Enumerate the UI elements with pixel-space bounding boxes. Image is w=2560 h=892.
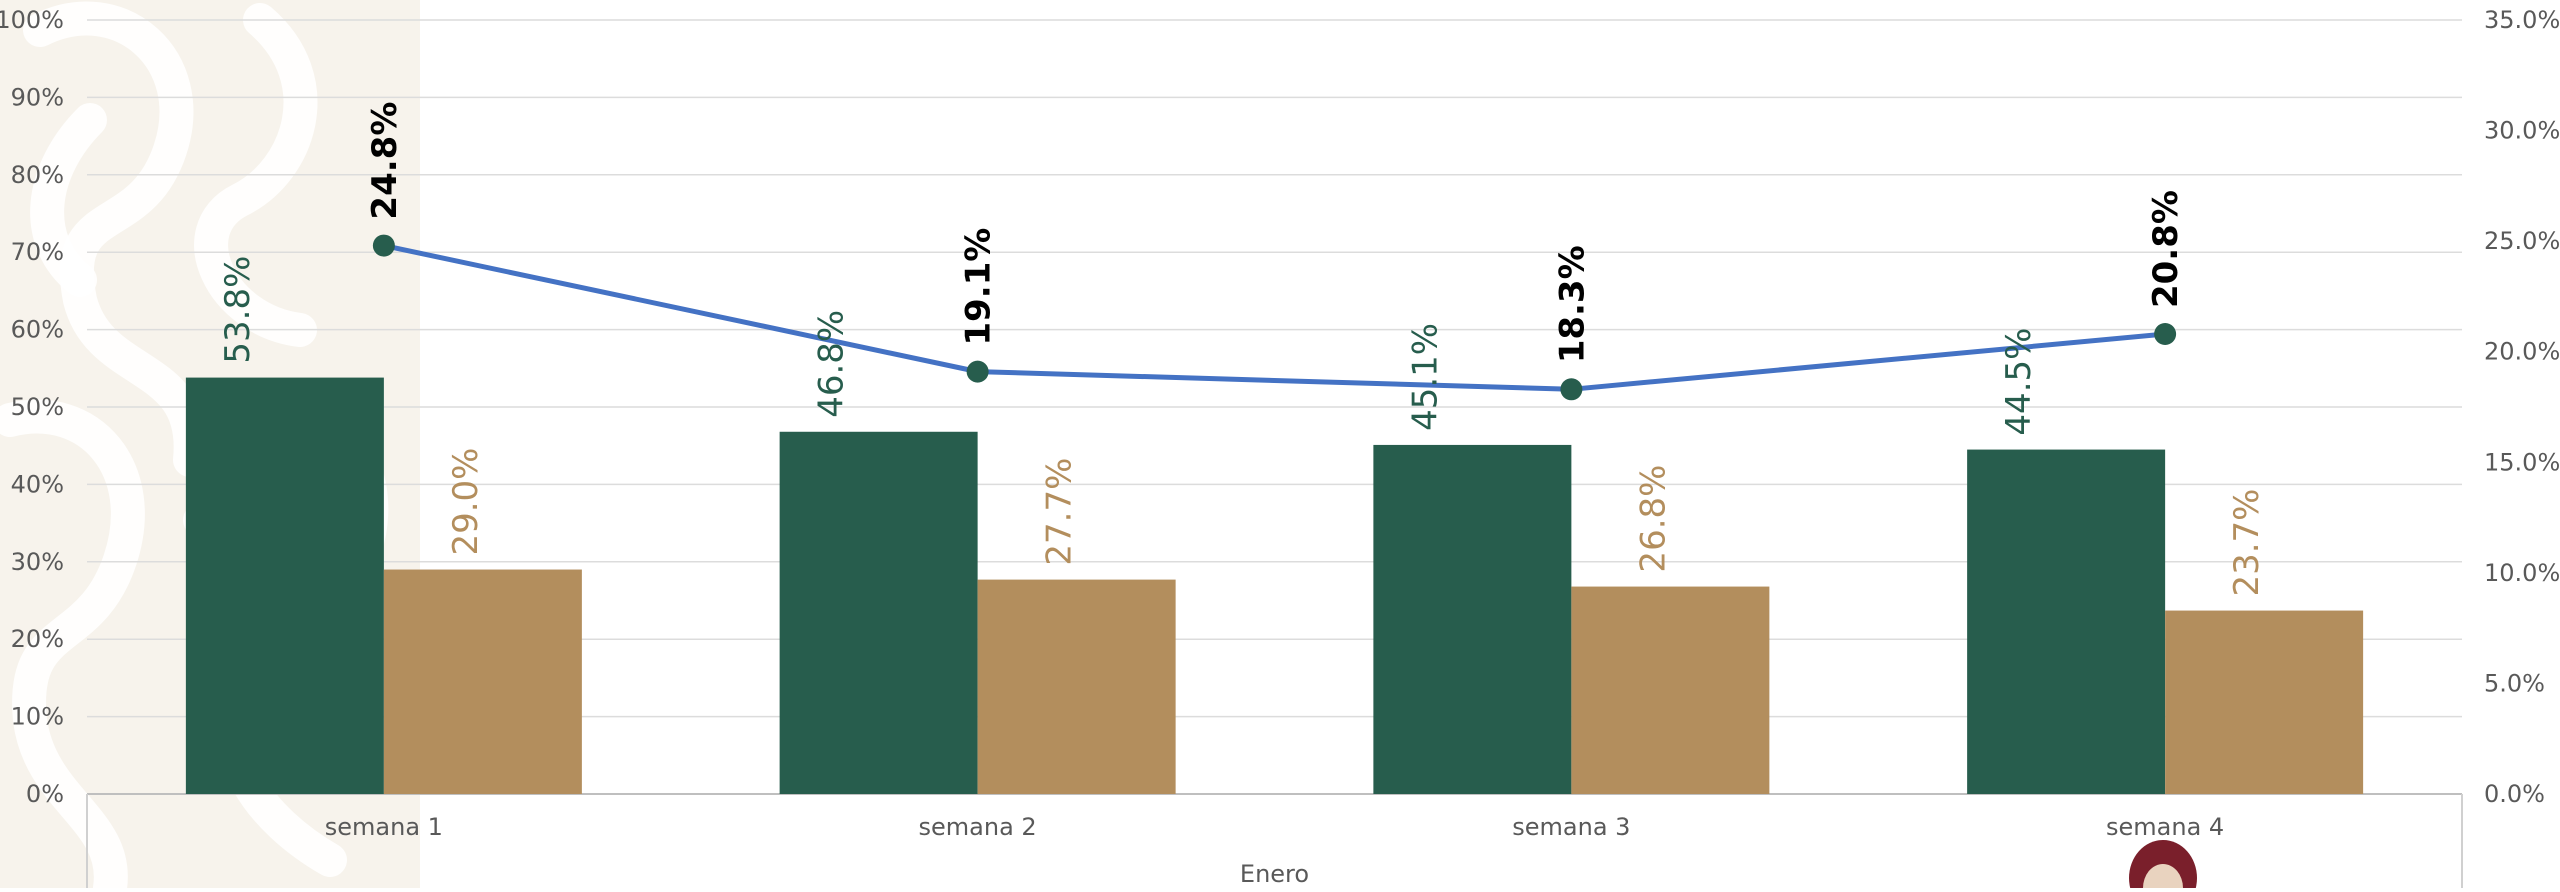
bar-series-1 bbox=[185, 377, 384, 794]
data-labels: 53.8% 29.0% 46.8% 27.7% 45.1% 26.8% 44.5% 23.7%… bbox=[218, 102, 2267, 597]
line-marker bbox=[966, 360, 989, 383]
y-right-tick-label: 10.0% bbox=[2484, 559, 2560, 587]
portrait-figure bbox=[2129, 840, 2197, 892]
y-left-tick-label: 30% bbox=[11, 548, 64, 576]
bar-data-label: 53.8% bbox=[218, 256, 258, 364]
category-label: semana 1 bbox=[325, 813, 443, 841]
pattern-stroke bbox=[23, 1, 208, 477]
y-right-tick-label: 0.0% bbox=[2484, 780, 2545, 808]
bar-data-label: 44.5% bbox=[1999, 328, 2039, 436]
y-right-tick-label: 35.0% bbox=[2484, 6, 2560, 34]
bar-series-1 bbox=[1373, 444, 1572, 794]
pattern-stroke bbox=[0, 399, 145, 892]
y-right-tick-label: 5.0% bbox=[2484, 669, 2545, 697]
axes: 0% 10% 20% 30% 40% 50% 60% 70% 80% 90% 100% 0.0% 5.0… bbox=[0, 6, 2560, 808]
y-right-tick-label: 15.0% bbox=[2484, 448, 2560, 476]
category-label: semana 4 bbox=[2106, 813, 2224, 841]
line-series bbox=[372, 234, 2177, 401]
y-left-tick-label: 70% bbox=[11, 238, 64, 266]
line-data-label: 18.3% bbox=[1552, 245, 1592, 363]
line-data-label: 24.8% bbox=[365, 102, 405, 220]
portrait-face bbox=[2143, 864, 2183, 892]
y-left-tick-label: 0% bbox=[26, 780, 64, 808]
bars bbox=[185, 377, 2364, 794]
bar-data-label: 46.8% bbox=[812, 310, 852, 418]
category-labels: semana 1 semana 2 semana 3 semana 4 Enero bbox=[86, 794, 2463, 888]
bar-series-2 bbox=[2165, 610, 2364, 794]
line-data-label: 20.8% bbox=[2146, 190, 2186, 308]
y-left-tick-label: 80% bbox=[11, 161, 64, 189]
y-right-tick-label: 20.0% bbox=[2484, 338, 2560, 366]
y-right-tick-label: 25.0% bbox=[2484, 227, 2560, 255]
y-left-tick-label: 40% bbox=[11, 470, 64, 498]
category-label: semana 2 bbox=[919, 813, 1037, 841]
bar-series-1 bbox=[779, 431, 978, 794]
y-right-tick-label: 30.0% bbox=[2484, 117, 2560, 145]
y-left-tick-label: 50% bbox=[11, 393, 64, 421]
line-marker bbox=[372, 234, 395, 257]
bar-series-2 bbox=[1571, 586, 1770, 794]
category-label: semana 3 bbox=[1512, 813, 1630, 841]
y-left-tick-label: 20% bbox=[11, 625, 64, 653]
bar-data-label: 27.7% bbox=[1040, 458, 1080, 566]
y-left-tick-label: 60% bbox=[11, 316, 64, 344]
bar-data-label: 29.0% bbox=[446, 448, 486, 556]
line-marker bbox=[1560, 378, 1583, 401]
bar-series-1 bbox=[1967, 449, 2166, 794]
line-data-label: 19.1% bbox=[959, 228, 999, 346]
y-left-tick-label: 90% bbox=[11, 83, 64, 111]
bar-data-label: 23.7% bbox=[2227, 489, 2267, 597]
y-left-tick-label: 10% bbox=[11, 703, 64, 731]
bar-data-label: 45.1% bbox=[1405, 323, 1445, 431]
line-path bbox=[383, 243, 2166, 392]
pattern-stroke bbox=[30, 103, 107, 297]
bar-series-2 bbox=[977, 579, 1176, 794]
line-marker bbox=[2154, 323, 2177, 346]
bar-series-2 bbox=[383, 569, 582, 794]
group-label: Enero bbox=[1240, 860, 1309, 888]
pattern-stroke bbox=[194, 3, 318, 347]
bar-data-label: 26.8% bbox=[1633, 465, 1673, 573]
y-left-tick-label: 100% bbox=[0, 6, 64, 34]
